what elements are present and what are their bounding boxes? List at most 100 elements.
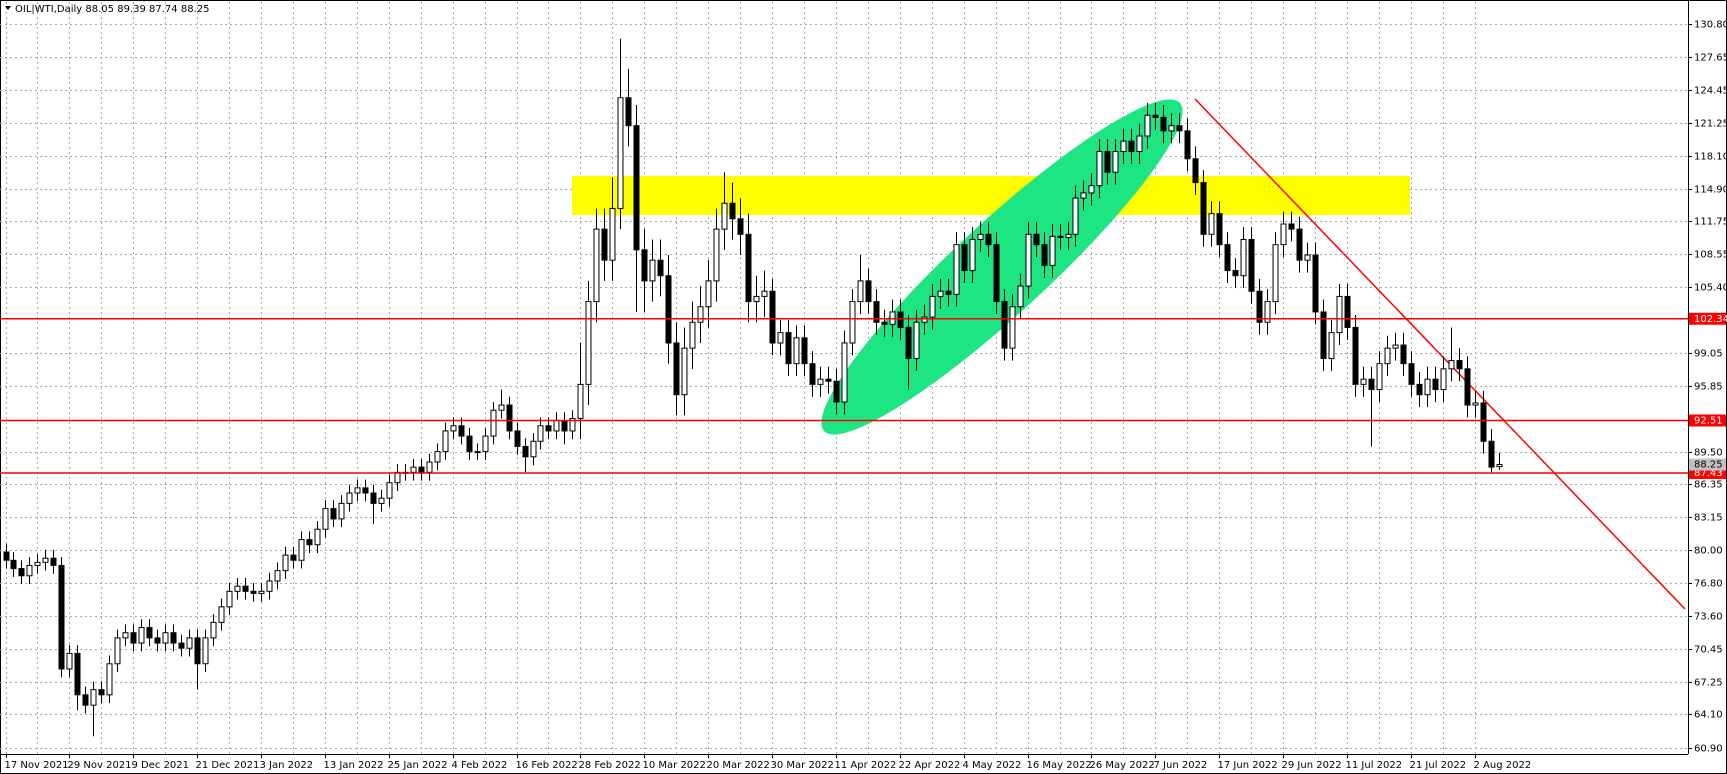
candle-body <box>178 642 185 649</box>
y-tick-label: 64.10 <box>1694 710 1723 721</box>
candle-body <box>1184 130 1191 160</box>
candle-body <box>1344 295 1351 328</box>
candle-body <box>809 363 816 385</box>
candle-body <box>74 652 81 696</box>
candle-body <box>530 440 537 458</box>
candle-body <box>466 435 473 453</box>
candle-body <box>1176 125 1183 132</box>
candle-body <box>1440 368 1447 391</box>
candle-body <box>1144 114 1151 137</box>
price-label-box <box>1689 458 1726 471</box>
candle-body <box>458 425 465 437</box>
candle-body <box>354 487 361 494</box>
y-tick-label: 121.25 <box>1694 119 1727 130</box>
candle-body <box>609 207 616 261</box>
x-tick-label: 29 Nov 2021 <box>68 760 132 771</box>
candle-body <box>1240 238 1247 277</box>
y-tick-label: 105.40 <box>1694 283 1727 294</box>
candle-body <box>1041 244 1048 266</box>
x-tick-label: 11 Jul 2022 <box>1346 760 1403 771</box>
candle-body <box>777 332 784 344</box>
candle-body <box>306 539 313 546</box>
candle-body <box>314 528 321 546</box>
candle-body <box>1264 301 1271 323</box>
x-tick-label: 4 May 2022 <box>963 760 1022 771</box>
candle-body <box>761 290 768 297</box>
level-label-box <box>1689 312 1726 325</box>
level-label: 92.51 <box>1694 415 1723 426</box>
candle-body <box>410 466 417 473</box>
candle-body <box>394 471 401 484</box>
x-tick-label: 21 Dec 2021 <box>196 760 260 771</box>
candle-body <box>745 233 752 303</box>
y-tick-label: 118.10 <box>1694 152 1727 163</box>
candle-body <box>434 451 441 463</box>
candle-body <box>514 430 521 447</box>
candle-body <box>506 404 513 432</box>
candle-body <box>186 637 193 649</box>
candle-body <box>1057 235 1064 238</box>
x-tick-label: 21 Jul 2022 <box>1410 760 1467 771</box>
overlays <box>0 318 1688 474</box>
candle-body <box>130 632 137 644</box>
candle-body <box>266 580 273 592</box>
last-high: 89.39 <box>117 4 146 15</box>
candle-body <box>1432 378 1439 391</box>
candle-body <box>977 233 984 240</box>
candle-body <box>1001 301 1008 349</box>
candle-body <box>929 295 936 318</box>
y-tick-label: 95.85 <box>1694 382 1723 393</box>
candle-body <box>1336 295 1343 334</box>
candle-body <box>1080 192 1087 199</box>
candle-body <box>721 202 728 230</box>
y-tick-label: 114.90 <box>1694 185 1727 196</box>
candle-body <box>146 627 153 639</box>
candle-body <box>1408 363 1415 385</box>
trend-channel-highlight <box>821 99 1183 435</box>
candle-body <box>1472 402 1479 406</box>
candle-body <box>450 425 457 432</box>
candle-body <box>1496 464 1503 468</box>
candle-body <box>522 445 529 458</box>
candle-body <box>961 244 968 272</box>
x-tick-label: 10 Mar 2022 <box>643 760 706 771</box>
y-tick-label: 127.65 <box>1694 53 1727 64</box>
candle-body <box>1009 306 1016 349</box>
candle-body <box>298 539 305 561</box>
candle-body <box>1120 140 1127 153</box>
candle-body <box>585 301 592 385</box>
resistance-zone <box>572 176 1410 215</box>
candle-body <box>426 461 433 473</box>
candle-body <box>1328 332 1335 359</box>
candle-body <box>42 557 49 563</box>
y-tick-label: 83.15 <box>1694 513 1723 524</box>
candle-body <box>1368 378 1375 391</box>
candle-body <box>713 228 720 282</box>
candle-body <box>330 508 337 520</box>
candle-body <box>82 694 89 706</box>
candle-body <box>1232 270 1239 277</box>
candle-body <box>1448 360 1455 370</box>
candle-body <box>937 290 944 297</box>
x-tick-label: 3 Jan 2022 <box>260 760 314 771</box>
menu-arrow[interactable] <box>5 6 11 10</box>
candle-body <box>1376 363 1383 391</box>
candle-body <box>194 637 201 665</box>
candle-body <box>1424 378 1431 396</box>
x-tick-label: 29 Jun 2022 <box>1282 760 1342 771</box>
candle-body <box>1152 114 1159 118</box>
candle-body <box>218 606 225 623</box>
x-tick-label: 9 Dec 2021 <box>132 760 190 771</box>
candle-body <box>969 238 976 272</box>
candle-body <box>857 280 864 303</box>
candle-body <box>346 492 353 504</box>
candle-body <box>474 451 481 454</box>
candle-body <box>154 637 161 644</box>
candle-body <box>1216 213 1223 246</box>
price-label: 88.25 <box>1694 460 1723 471</box>
candle-body <box>753 295 760 303</box>
candle-body <box>1136 135 1143 153</box>
candle-body <box>1208 213 1215 235</box>
x-tick-label: 2 Aug 2022 <box>1474 760 1532 771</box>
candle-body <box>1128 140 1135 153</box>
